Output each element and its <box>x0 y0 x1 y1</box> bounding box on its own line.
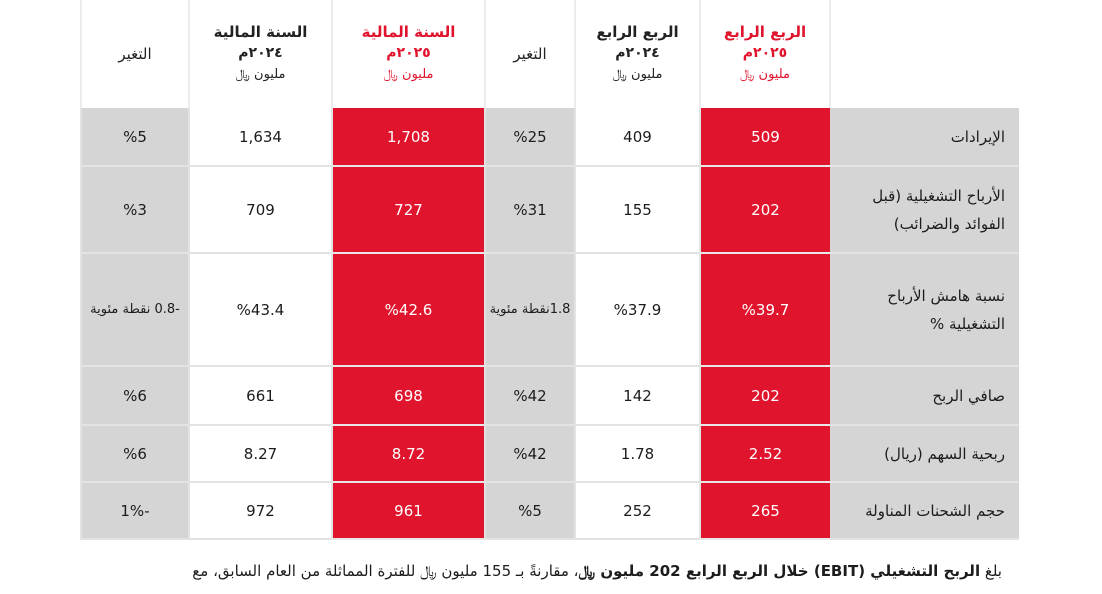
row-label: نسبة هامش الأرباح التشغيلية % <box>830 253 1019 367</box>
header-q4-2024: الربع الرابع ٢٠٢٤م مليون ﷼ <box>574 0 700 108</box>
cell-fy-change: %5 <box>80 108 189 167</box>
cell-fy-2024: 1,634 <box>188 108 332 167</box>
cell-fy-2024: 709 <box>188 166 332 254</box>
cell-q4-2024: 252 <box>574 482 700 540</box>
footnote-bold-text: الربح التشغيلي (EBIT) خلال الربع الرابع … <box>578 562 981 580</box>
cell-fy-change: -0.8 نقطة مئوية <box>80 253 189 367</box>
financial-results-table: الربع الرابع ٢٠٢٥م مليون ﷼ الربع الرابع … <box>80 0 1019 540</box>
cell-fy-2025: 727 <box>331 166 485 254</box>
cell-fy-2024: 8.27 <box>188 425 332 483</box>
header-quarter-change: التغير <box>484 0 575 108</box>
row-label: صافي الربح <box>830 366 1019 426</box>
table-row-ebit: الأرباح التشغيلية (قبل الفوائد والضرائب)… <box>80 166 1019 254</box>
cell-quarter-change: %31 <box>484 166 575 254</box>
header-q4-2024-year: ٢٠٢٤م <box>615 45 660 61</box>
cell-fy-change: %6 <box>80 366 189 426</box>
row-label: ربحية السهم (ريال) <box>830 425 1019 483</box>
table-row-eps: ربحية السهم (ريال) 2.52 1.78 %42 8.72 8.… <box>80 425 1019 483</box>
cell-q4-2025: 509 <box>699 108 830 167</box>
footnote-paragraph: بلغ الربح التشغيلي (EBIT) خلال الربع الر… <box>2 562 1002 580</box>
cell-fy-2024: %43.4 <box>188 253 332 367</box>
cell-fy-2025: 961 <box>331 482 485 540</box>
header-q4-2024-unit: مليون ﷼ <box>612 67 663 82</box>
footnote-part2: ، مقارنةً بـ 155 مليون ﷼ للفترة المماثلة… <box>192 562 579 580</box>
header-fy-2024-unit: مليون ﷼ <box>235 67 286 82</box>
cell-fy-change: %6 <box>80 425 189 483</box>
cell-fy-2024: 972 <box>188 482 332 540</box>
table-row-shipments: حجم الشحنات المناولة 265 252 %5 961 972 … <box>80 482 1019 540</box>
cell-quarter-change: %42 <box>484 366 575 426</box>
cell-fy-2025: 698 <box>331 366 485 426</box>
table-header-row: الربع الرابع ٢٠٢٥م مليون ﷼ الربع الرابع … <box>80 0 1019 108</box>
cell-fy-2025: 8.72 <box>331 425 485 483</box>
cell-q4-2024: 409 <box>574 108 700 167</box>
cell-q4-2025: 202 <box>699 366 830 426</box>
cell-q4-2024: 1.78 <box>574 425 700 483</box>
row-label: حجم الشحنات المناولة <box>830 482 1019 540</box>
header-fy-2025: السنة المالية ٢٠٢٥م مليون ﷼ <box>331 0 485 108</box>
row-label: الأرباح التشغيلية (قبل الفوائد والضرائب) <box>830 166 1019 254</box>
cell-q4-2024: 155 <box>574 166 700 254</box>
cell-q4-2024: 142 <box>574 366 700 426</box>
cell-q4-2024: %37.9 <box>574 253 700 367</box>
header-fy-2025-unit: مليون ﷼ <box>383 67 434 82</box>
cell-q4-2025: 265 <box>699 482 830 540</box>
header-fy-2025-title: السنة المالية <box>361 23 456 41</box>
cell-quarter-change: %25 <box>484 108 575 167</box>
cell-fy-2025: %42.6 <box>331 253 485 367</box>
cell-fy-change: -1% <box>80 482 189 540</box>
header-fy-2024: السنة المالية ٢٠٢٤م مليون ﷼ <box>188 0 332 108</box>
row-label: الإيرادات <box>830 108 1019 167</box>
header-q4-2025-unit: مليون ﷼ <box>740 67 790 82</box>
cell-quarter-change: %42 <box>484 425 575 483</box>
cell-q4-2025: 202 <box>699 166 830 254</box>
header-fy-2024-title: السنة المالية <box>213 23 308 41</box>
cell-q4-2025: 2.52 <box>699 425 830 483</box>
header-fy-2024-year: ٢٠٢٤م <box>238 45 283 61</box>
header-q4-2024-title: الربع الرابع <box>596 23 679 41</box>
header-label-spacer <box>829 0 1019 108</box>
cell-fy-2025: 1,708 <box>331 108 485 167</box>
cell-fy-2024: 661 <box>188 366 332 426</box>
cell-quarter-change: 1.8نقطة مئوية <box>484 253 575 367</box>
table-row-net-profit: صافي الربح 202 142 %42 698 661 %6 <box>80 366 1019 426</box>
header-fy-change: التغير <box>80 0 189 108</box>
cell-quarter-change: %5 <box>484 482 575 540</box>
header-q4-2025-title: الربع الرابع <box>723 23 807 41</box>
footnote-part1: بلغ <box>980 562 1002 580</box>
header-q4-2025: الربع الرابع ٢٠٢٥م مليون ﷼ <box>699 0 830 108</box>
table-row-operating-margin: نسبة هامش الأرباح التشغيلية % %39.7 %37.… <box>80 253 1019 367</box>
header-q4-2025-year: ٢٠٢٥م <box>742 45 788 61</box>
cell-q4-2025: %39.7 <box>699 253 830 367</box>
table-row-revenue: الإيرادات 509 409 %25 1,708 1,634 %5 <box>80 108 1019 167</box>
header-fy-2025-year: ٢٠٢٥م <box>386 45 431 61</box>
cell-fy-change: %3 <box>80 166 189 254</box>
